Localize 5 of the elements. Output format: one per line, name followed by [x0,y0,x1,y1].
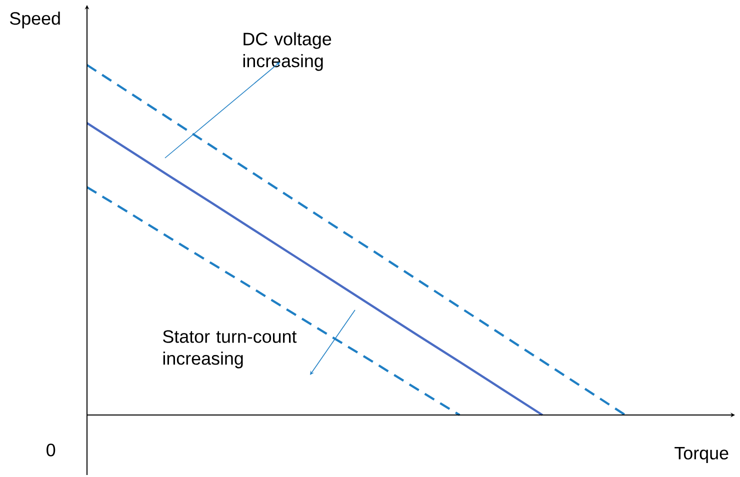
annotation: DC voltage increasing [243,32,332,71]
y-axis-title: Speed [10,12,60,28]
text: 0 [46,444,56,456]
x-axis-title: Torque [674,446,728,464]
annotation: Stator turn-count increasing [163,330,297,368]
